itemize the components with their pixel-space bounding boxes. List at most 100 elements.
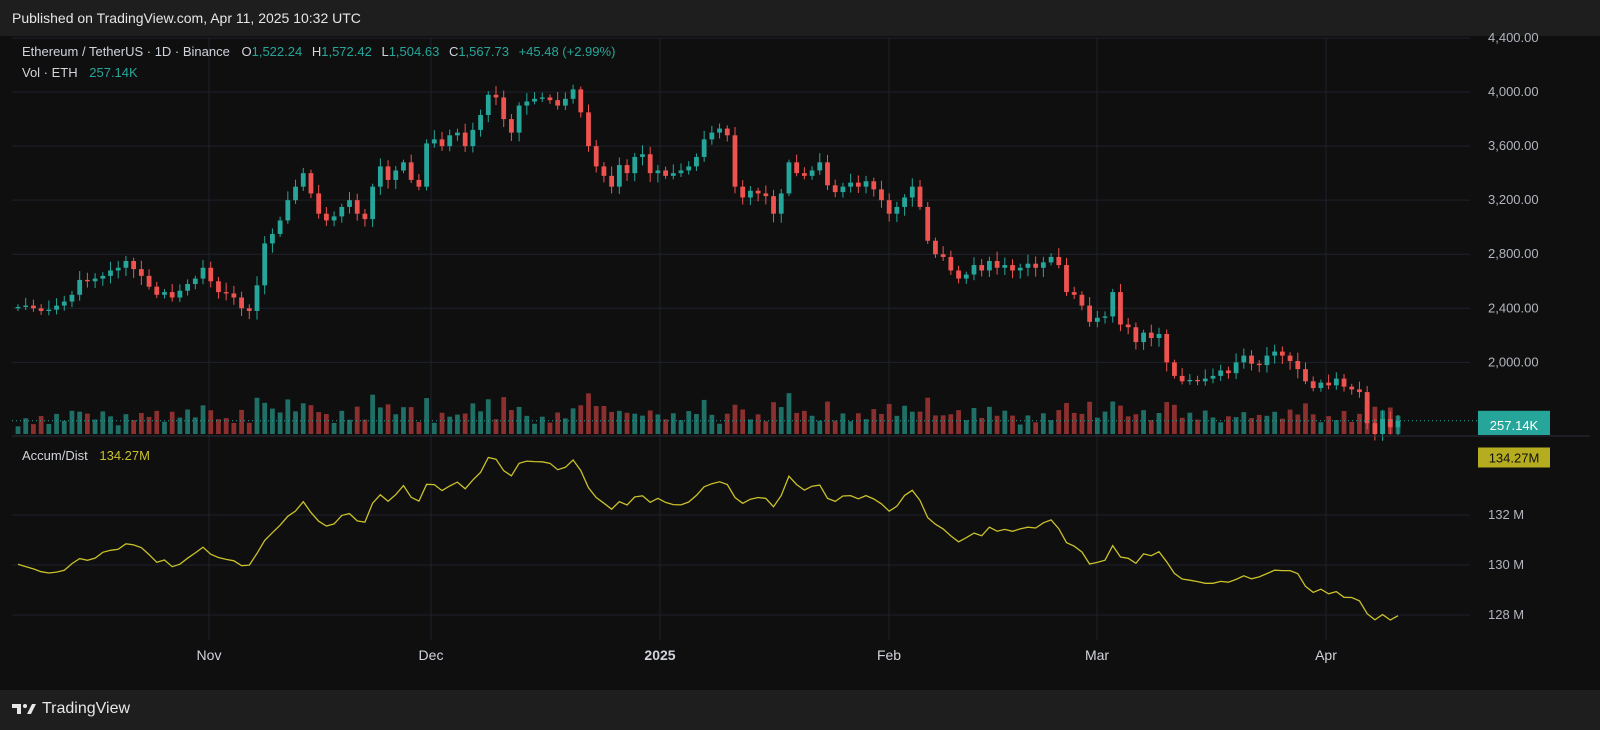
candle-body (1364, 392, 1370, 424)
candle-body (1303, 369, 1308, 382)
candle-body (1125, 324, 1131, 328)
candle-body (270, 233, 275, 244)
candle-body (92, 278, 98, 282)
volume-bar (1310, 414, 1316, 434)
volume-bar (778, 407, 784, 434)
candle-body (154, 286, 160, 295)
volume-bar (840, 413, 846, 434)
volume-bar (956, 410, 961, 434)
volume-bar (832, 420, 838, 434)
candle-body (84, 279, 90, 282)
candles (15, 84, 1401, 441)
candle-body (1387, 419, 1393, 428)
volume-bar (216, 419, 221, 434)
candle-body (1148, 332, 1154, 339)
chart-frame[interactable] (12, 36, 1590, 672)
volume-bar (1187, 412, 1193, 434)
price-tick-label: 2,400.00 (1488, 300, 1539, 315)
open-value: 1,522.24 (251, 44, 303, 59)
volume-bar (1017, 424, 1023, 434)
volume-bar (516, 406, 522, 434)
volume-bar (1341, 411, 1347, 434)
volume-bar (323, 414, 329, 434)
candle-body (138, 269, 144, 276)
candle-body (1195, 379, 1200, 382)
candle-body (61, 301, 67, 306)
volume-bar (416, 422, 422, 434)
candle-body (123, 261, 129, 268)
close-value: 1,567.73 (458, 44, 509, 59)
candle-body (1064, 265, 1069, 293)
candle-body (185, 283, 190, 291)
candle-body (871, 181, 877, 190)
candle-body (393, 170, 399, 180)
candle-body (416, 179, 422, 187)
volume-bar (509, 410, 514, 434)
candle-body (1341, 378, 1347, 387)
volume-bar (794, 412, 800, 434)
volume-bar (1118, 405, 1123, 434)
price-tick-label: 4,000.00 (1488, 84, 1539, 99)
candle-body (347, 200, 352, 207)
volume-bar (701, 399, 707, 434)
candle-body (863, 181, 869, 187)
candle-body (208, 267, 214, 282)
candle-body (401, 162, 406, 171)
candle-body (1279, 351, 1285, 356)
candle-body (1202, 378, 1208, 382)
volume-bar (1326, 416, 1332, 434)
volume-bar (254, 397, 260, 434)
price-tick-label: 3,600.00 (1488, 138, 1539, 153)
volume-bar (1195, 419, 1200, 434)
candle-body (31, 305, 36, 309)
volume-bar (670, 413, 676, 434)
price-tick-label: 4,400.00 (1488, 30, 1539, 45)
candle-body (632, 156, 638, 174)
candle-body (1241, 355, 1247, 363)
candle-body (254, 285, 260, 312)
volume-bar (632, 413, 638, 434)
volume-badge (1478, 415, 1550, 435)
volume-bar (1256, 414, 1262, 434)
volume-bar (84, 413, 90, 434)
volume-bar (917, 411, 923, 434)
tradingview-brand[interactable]: TradingView (12, 700, 130, 718)
candle-body (971, 265, 977, 275)
volume-bar (963, 420, 969, 434)
volume-bar (663, 419, 668, 434)
candle-body (285, 200, 291, 221)
volume-bar (578, 405, 584, 434)
volume-bar (609, 411, 615, 434)
candle-body (54, 305, 59, 310)
volume-bar (825, 401, 830, 434)
candle-body (192, 278, 198, 284)
candle-body (640, 154, 645, 157)
candle-body (177, 290, 183, 298)
volume-bar (894, 415, 900, 434)
volume-bar (855, 413, 861, 434)
volume-bar (115, 425, 121, 434)
symbol-title: Ethereum / TetherUS · 1D · Binance (22, 44, 230, 59)
time-tick-label: 2025 (644, 647, 675, 663)
volume-bar (1249, 418, 1254, 434)
candle-body (686, 166, 692, 171)
volume-bar (1064, 403, 1069, 434)
volume-bar (694, 414, 699, 434)
volume-bar (1102, 411, 1108, 434)
volume-bar (979, 417, 985, 434)
candle-body (794, 162, 800, 174)
volume-bar (1172, 404, 1177, 434)
candle-body (15, 306, 21, 309)
candle-body (424, 143, 429, 187)
volume-bar (77, 411, 83, 434)
chart-svg[interactable]: 4,400.00 4,000.00 3,600.00 3,200.00 2,800.00… (0, 0, 1600, 690)
accum-dist-path (17, 456, 1399, 621)
candle-body (670, 173, 676, 176)
volume-bar (447, 416, 453, 434)
volume-bar (208, 410, 214, 434)
brand-name: TradingView (42, 700, 131, 717)
candle-body (470, 129, 476, 147)
volume-bar (1156, 413, 1162, 434)
candle-body (570, 89, 576, 99)
candle-body (1048, 256, 1054, 263)
